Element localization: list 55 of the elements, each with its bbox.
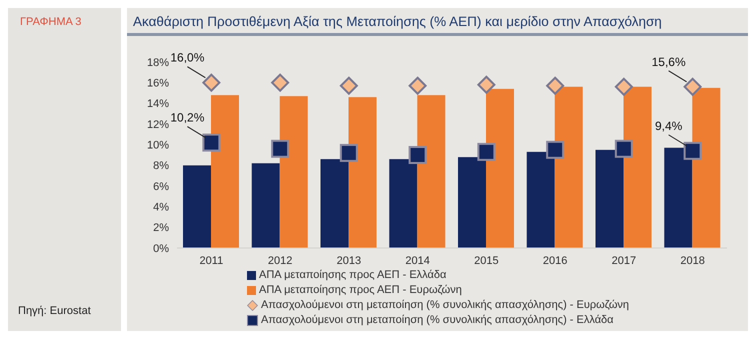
bar: [554, 86, 583, 248]
x-tick-label: 2016: [542, 254, 568, 267]
point: [546, 76, 564, 95]
point: [340, 144, 358, 162]
x-tick-label: 2014: [405, 254, 430, 267]
y-tick-label: 12%: [146, 118, 170, 131]
point: [546, 140, 564, 159]
y-tick-label: 0%: [153, 242, 170, 255]
x-tick-label: 2017: [612, 254, 636, 267]
legend-label: Απασχολούμενοι στη μεταποίηση (% συνολικής απασχόλησης) - Ελλάδα: [261, 313, 614, 328]
data-label: 15,6%: [652, 54, 686, 69]
point: [340, 76, 358, 95]
point: [684, 142, 702, 160]
bar: [348, 97, 376, 248]
point: [408, 146, 427, 164]
point: [684, 78, 702, 96]
chart-title: Ακαθάριστη Προστιθέμενη Αξία της Μεταποίησης (% ΑΕΠ) και μερίδιο στην Απασχόληση: [127, 8, 748, 36]
y-tick-label: 8%: [153, 160, 170, 172]
point: [477, 142, 496, 161]
point: [614, 78, 633, 96]
x-tick-label: 2013: [336, 254, 362, 267]
point: [477, 76, 496, 94]
y-tick-label: 6%: [153, 180, 170, 193]
y-tick-label: 10%: [146, 140, 170, 152]
y-tick-label: 16%: [146, 78, 170, 90]
bar: [624, 86, 652, 248]
bar: [280, 96, 308, 248]
point: [271, 74, 290, 92]
text: ΓΡΑΦΗΜΑ 3: [20, 16, 82, 28]
y-tick-label: 4%: [153, 202, 170, 214]
bar: [183, 165, 211, 248]
data-label: 10,2%: [170, 110, 205, 125]
x-tick-label: 2012: [268, 254, 292, 267]
data-label: 16,0%: [170, 50, 205, 65]
y-tick-label: 18%: [146, 56, 170, 69]
bar: [486, 88, 514, 248]
x-tick-label: 2011: [200, 254, 224, 267]
y-tick-label: 2%: [153, 222, 170, 234]
point: [202, 134, 220, 152]
y-tick-label: 14%: [146, 98, 170, 110]
bar: [692, 88, 720, 248]
point: [408, 76, 427, 95]
bar: [252, 163, 280, 248]
point: [614, 140, 633, 158]
bar: [417, 95, 446, 248]
point: [271, 140, 290, 158]
data-label: 9,4%: [654, 118, 683, 133]
point: [202, 74, 220, 92]
bar: [211, 95, 239, 248]
legend-label: ΑΠΑ μεταποίησης προς ΑΕΠ - Ευρωζώνη: [259, 283, 462, 298]
text: Πηγή: Eurostat: [18, 305, 91, 317]
legend-label: Απασχολούμενοι στη μεταποίηση (% συνολικής απασχόλησης) - Ευρωζώνη: [261, 298, 630, 313]
legend-label: ΑΠΑ μεταποίησης προς ΑΕΠ - Ελλάδα: [259, 268, 446, 283]
x-tick-label: 2018: [680, 254, 705, 267]
x-tick-label: 2015: [474, 254, 499, 267]
